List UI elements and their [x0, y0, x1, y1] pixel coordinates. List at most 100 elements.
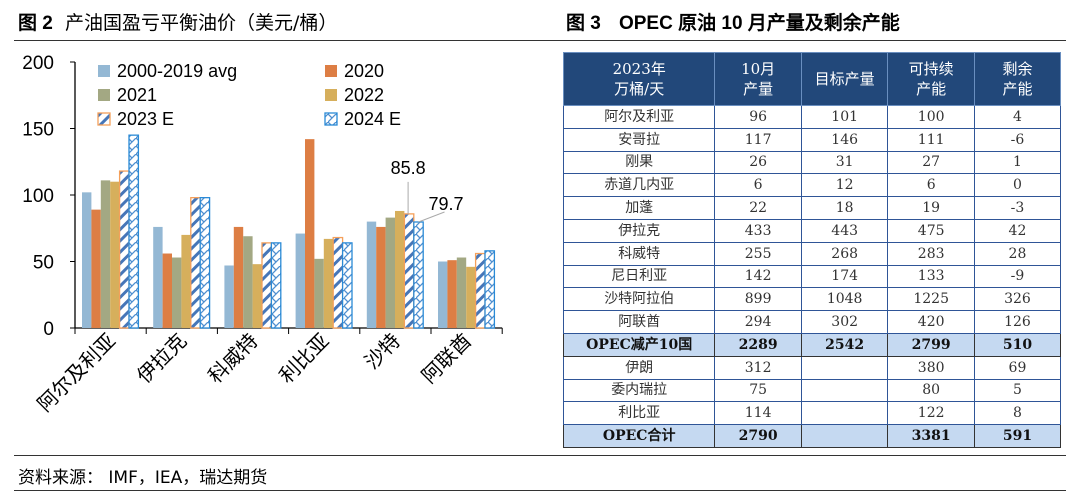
table-cell: 326 — [973, 287, 1062, 312]
x-tick-label: 科威特 — [203, 329, 262, 388]
table-cell: 312 — [714, 355, 802, 380]
legend-swatch — [324, 112, 338, 126]
x-tick-label: 伊拉克 — [132, 329, 191, 388]
bar-2022 — [323, 238, 334, 328]
table-cell: 294 — [714, 310, 802, 334]
table-cell: 5 — [973, 378, 1062, 403]
table-cell: 1048 — [800, 287, 889, 312]
bar-2000-2019-avg — [366, 221, 377, 328]
table-cell — [800, 378, 889, 403]
table-title: OPEC 原油 10 月产量及剩余产能 — [618, 13, 900, 34]
table-cell: -9 — [973, 264, 1062, 289]
table-cell: 1 — [973, 150, 1062, 175]
annotation-leader — [418, 211, 445, 223]
bar-2024-E — [413, 221, 424, 329]
table-cell: 80 — [887, 378, 975, 403]
bar-2021 — [456, 257, 467, 328]
table-cell: 255 — [714, 241, 802, 266]
table-cell: 委内瑞拉 — [562, 378, 716, 403]
table-cell: 114 — [714, 401, 802, 426]
table-cell: 101 — [800, 105, 889, 129]
table-cell: 2799 — [887, 332, 975, 357]
table-cell: 142 — [714, 264, 802, 289]
table-cell: 8 — [973, 401, 1062, 426]
table-cell: 尼日利亚 — [562, 264, 716, 289]
bar-2000-2019-avg — [438, 261, 448, 328]
bar-2023-E — [118, 170, 130, 329]
table-cell: 31 — [800, 150, 889, 175]
table-cell: 2542 — [800, 332, 889, 357]
bar-2021 — [100, 180, 111, 328]
chart-title: 产油国盈亏平衡油价（美元/桶） — [64, 12, 338, 34]
table-cell: 126 — [973, 310, 1062, 334]
legend-label: 2024 E — [344, 109, 401, 129]
table-cell: 伊拉克 — [562, 218, 716, 243]
bar-2021 — [243, 236, 253, 328]
table-cell: 阿联酋 — [562, 310, 716, 334]
legend-label: 2021 — [117, 85, 157, 105]
left-title: 图 2 产油国盈亏平衡油价（美元/桶） — [18, 8, 337, 35]
bar-2024-E — [270, 242, 282, 329]
table-cell: 22 — [714, 196, 802, 220]
table-cell: 利比亚 — [562, 401, 716, 426]
table-cell: 1225 — [887, 287, 975, 312]
table-row: 赤道几内亚 6 12 6 0 — [562, 173, 1062, 198]
column-header: 可持续 产能 — [887, 52, 975, 106]
table-cell: 510 — [973, 332, 1062, 357]
table-cell: 2289 — [714, 332, 802, 357]
table-cell: 302 — [800, 310, 889, 334]
table-row: 利比亚 114 122 8 — [562, 401, 1062, 426]
table-cell: 380 — [887, 355, 975, 380]
column-header: 剩余 产能 — [973, 52, 1062, 106]
table-cell: 4 — [973, 105, 1062, 129]
table-row: 尼日利亚 142 174 133 -9 — [562, 264, 1062, 289]
table-cell: 6 — [887, 173, 975, 198]
table-cell: 6 — [714, 173, 802, 198]
bar-2000-2019-avg — [224, 265, 234, 328]
table-cell: 0 — [973, 173, 1062, 198]
table-cell: 阿尔及利亚 — [562, 105, 716, 129]
bar-2022 — [395, 210, 405, 328]
bar-2020 — [376, 226, 386, 328]
bar-2023-E — [332, 236, 344, 329]
legend-label: 2022 — [344, 85, 384, 105]
bar-2020 — [305, 139, 315, 328]
figure-number: 图 3 — [566, 13, 601, 34]
table-row: 伊朗 312 380 69 — [562, 355, 1062, 380]
table-cell: 3381 — [887, 424, 975, 448]
table-cell: 刚果 — [562, 150, 716, 175]
y-tick-label: 150 — [22, 120, 54, 141]
table-row: 委内瑞拉 75 80 5 — [562, 378, 1062, 403]
y-tick-label: 0 — [43, 319, 54, 340]
bar-2024-E — [128, 134, 140, 329]
table-cell: 沙特阿拉伯 — [562, 287, 716, 312]
legend-swatch — [98, 65, 110, 77]
breakeven-chart: 0 50 100 150 200 阿尔及利亚 伊拉克 科威特 利比亚 沙特 阿联酋 85.879.7 2… — [22, 53, 503, 416]
table-cell: 96 — [714, 105, 802, 129]
right-title: 图 3 OPEC 原油 10 月产量及剩余产能 — [566, 8, 900, 35]
y-tick-label: 50 — [33, 253, 54, 274]
table-cell: 19 — [887, 196, 975, 220]
data-label-2024: 79.7 — [429, 194, 464, 214]
table-cell: 268 — [800, 241, 889, 266]
table-cell: 42 — [973, 218, 1062, 243]
source-note: 资料来源： IMF，IEA，瑞达期货 — [18, 468, 268, 488]
bar-2022 — [466, 266, 476, 328]
table-cell: 12 — [800, 173, 889, 198]
table-row: 刚果 26 31 27 1 — [562, 150, 1062, 175]
table-cell: 安哥拉 — [562, 127, 716, 152]
bar-2024-E — [341, 242, 353, 329]
bar-2000-2019-avg — [82, 192, 92, 328]
table-cell: 2790 — [714, 424, 802, 448]
x-tick-label: 利比亚 — [274, 329, 333, 388]
table-cell — [800, 355, 889, 380]
table-cell: 26 — [714, 150, 802, 175]
data-label-2023: 85.8 — [391, 158, 426, 178]
table-row: 安哥拉 117 146 111 -6 — [562, 127, 1062, 152]
table-cell: 100 — [887, 105, 975, 129]
bar-2020 — [162, 253, 172, 328]
y-tick-label: 200 — [22, 53, 54, 74]
bar-2023-E — [190, 197, 201, 329]
legend-swatch — [325, 65, 337, 77]
column-header: 2023年 万桶/天 — [562, 52, 716, 106]
